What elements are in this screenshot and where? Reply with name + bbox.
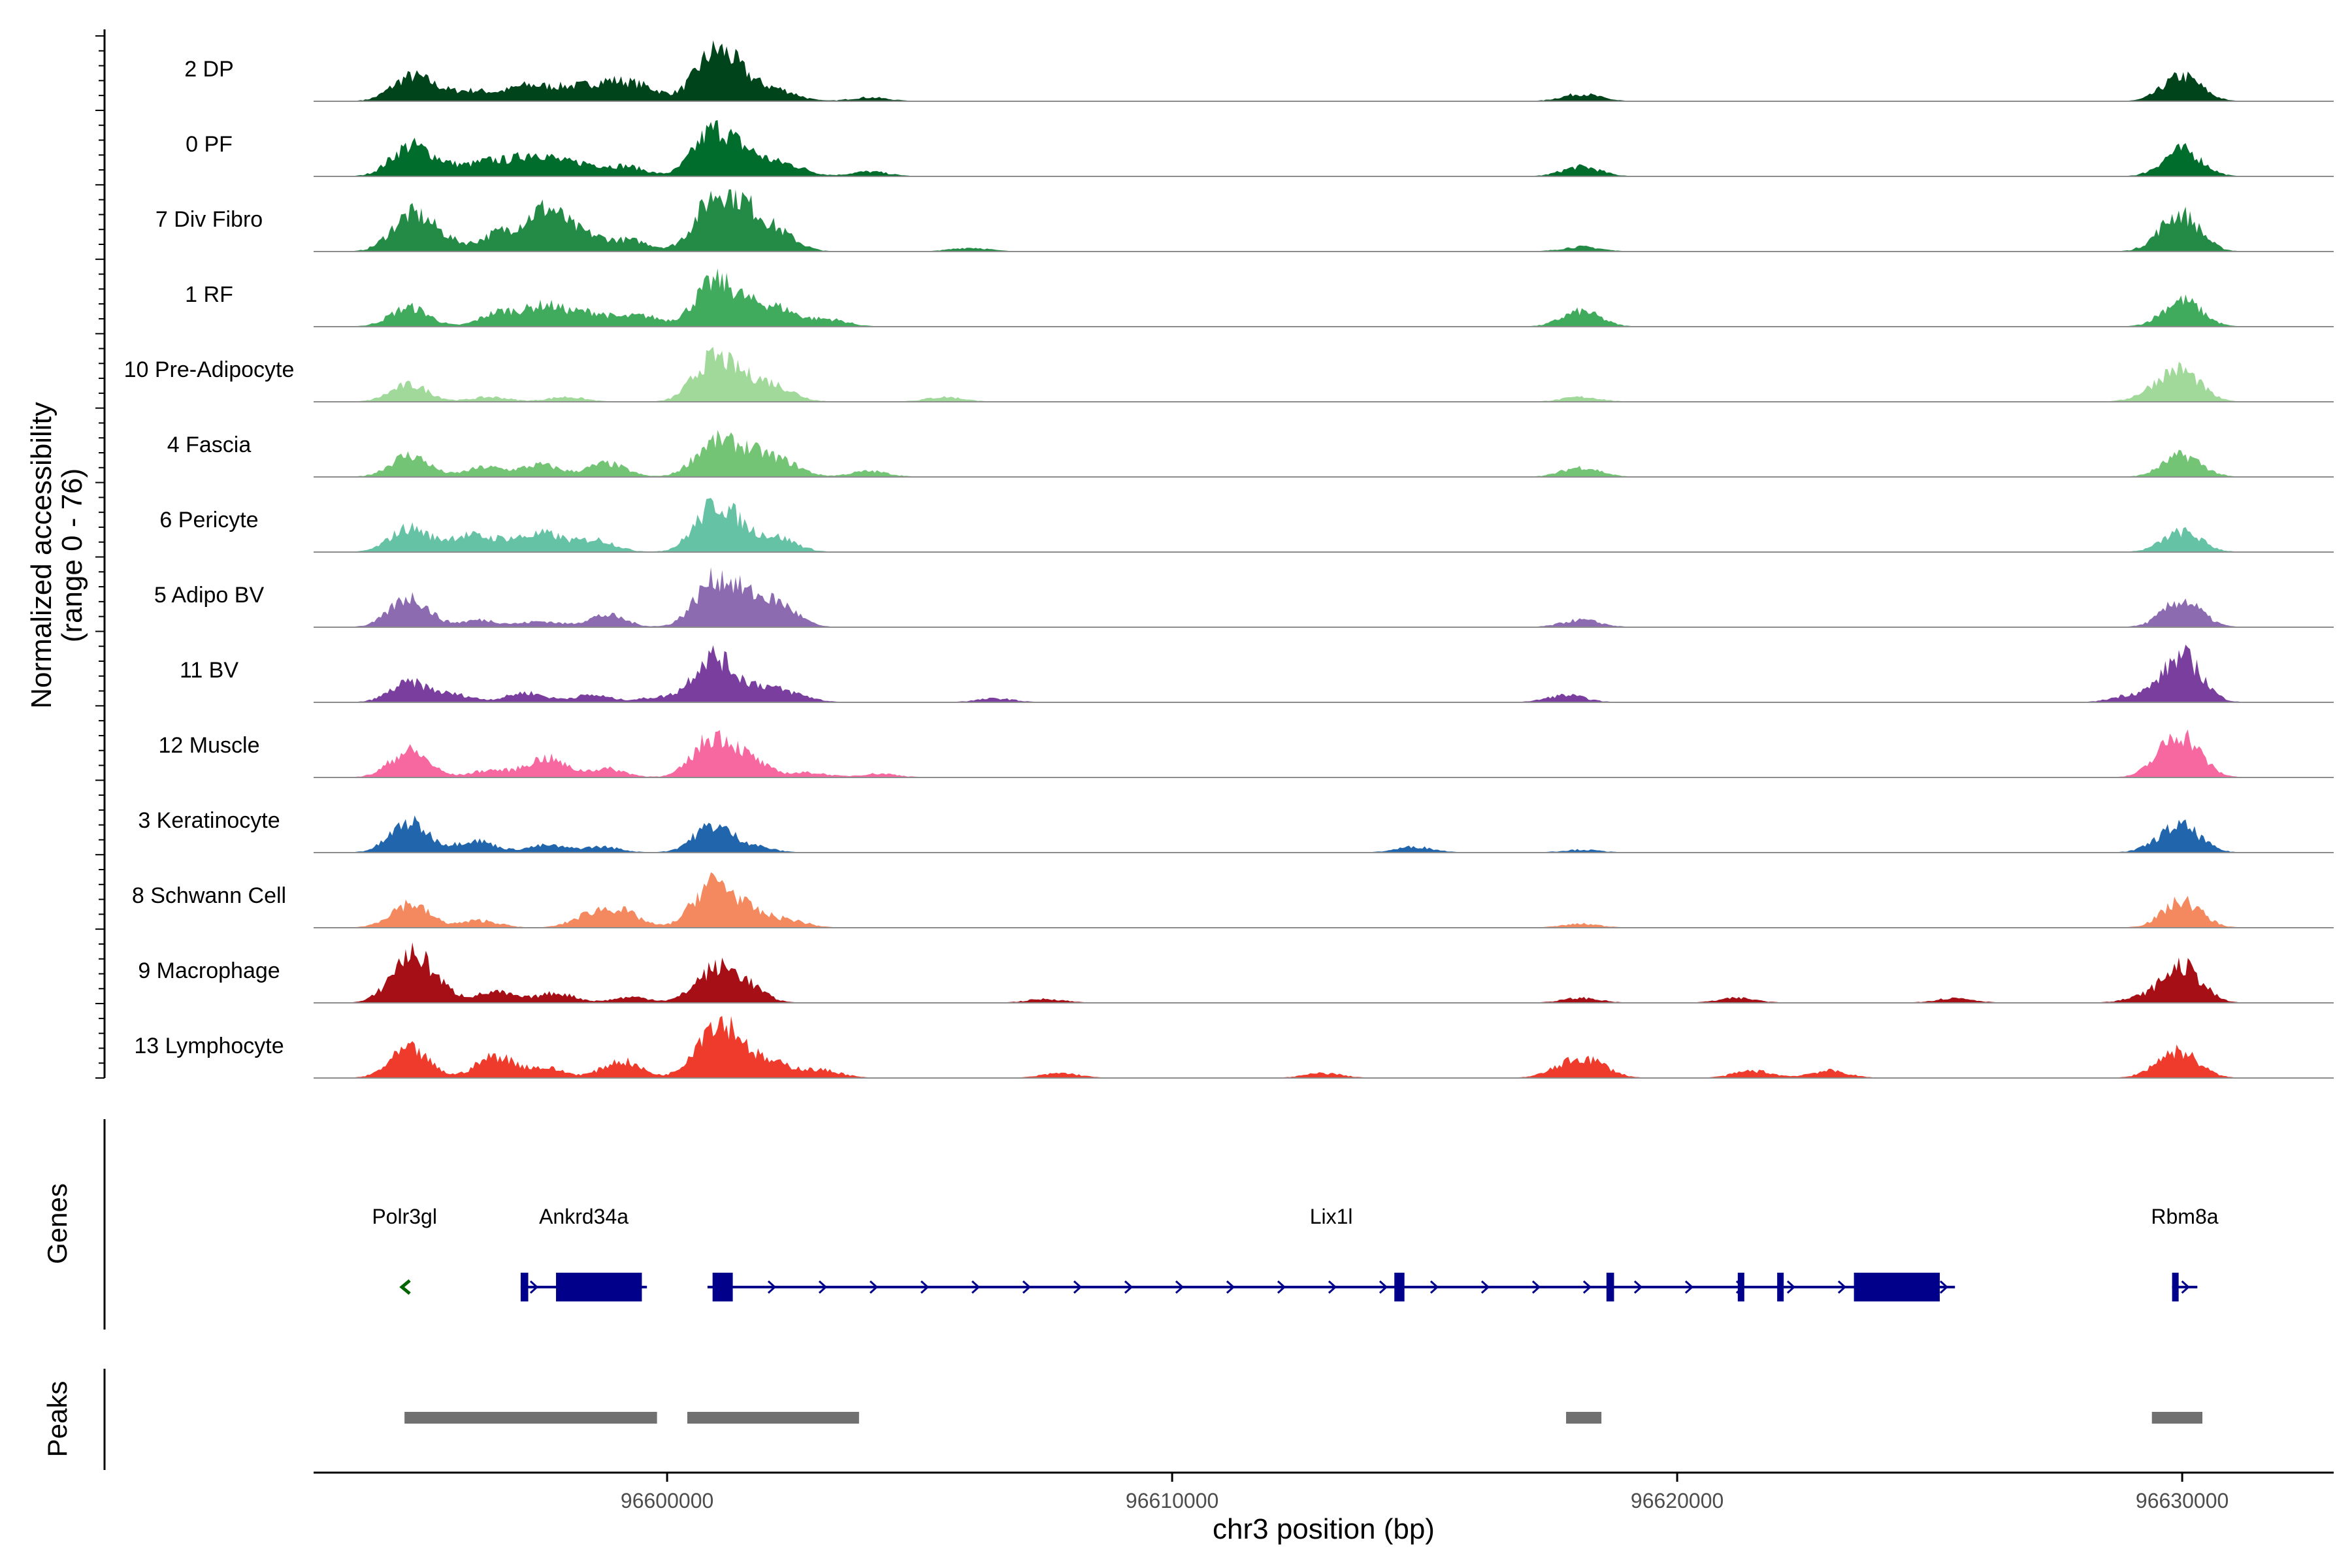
gene-label-0: Polr3gl [372,1205,437,1228]
gene-strand-chevron [1684,1280,1694,1294]
coverage-area-8 [314,644,2334,702]
gene-strand-chevron [1328,1280,1337,1294]
x-tick-label-0: 96600000 [621,1489,713,1512]
coverage-area-7 [314,567,2334,627]
track-label-6: 6 Pericyte [159,508,258,532]
coverage-area-2 [314,189,2334,252]
track-label-12: 9 Macrophage [138,958,280,983]
coverage-area-11 [314,872,2334,928]
gene-arrow-0 [399,1279,411,1295]
gene-exon-2-1 [1394,1273,1405,1301]
gene-exon-2-4 [1777,1273,1784,1301]
gene-strand-chevron [1226,1280,1235,1294]
gene-strand-chevron [1837,1280,1847,1294]
coverage-area-6 [314,498,2334,552]
gene-label-3: Rbm8a [2151,1205,2218,1228]
gene-strand-chevron [920,1280,930,1294]
gene-label-1: Ankrd34a [539,1205,629,1228]
gene-exon-3-0 [2172,1273,2179,1301]
gene-strand-chevron [1786,1280,1796,1294]
gene-strand-chevron [971,1280,981,1294]
x-tick-label-3: 96630000 [2136,1489,2229,1512]
track-label-13: 13 Lymphocyte [134,1034,284,1058]
gene-strand-chevron [1531,1280,1541,1294]
track-label-1: 0 PF [186,132,233,157]
coverage-area-4 [314,346,2334,402]
track-label-3: 1 RF [185,282,233,307]
track-label-0: 2 DP [184,57,234,82]
coverage-area-0 [314,40,2334,102]
gene-strand-chevron [1277,1280,1286,1294]
peaks-title: Peaks [42,1381,73,1458]
track-label-11: 8 Schwann Cell [132,883,286,908]
gene-strand-chevron [1124,1280,1134,1294]
track-label-8: 11 BV [180,658,238,683]
gene-strand-chevron [529,1280,539,1294]
gene-exon-2-5 [1854,1273,1940,1301]
peak-region-0 [404,1412,657,1424]
y-axis-range: (range 0 - 76) [56,468,88,643]
coverage-area-5 [314,430,2334,477]
coverage-tracks [314,40,2334,1079]
track-label-10: 3 Keratinocyte [138,808,280,833]
x-tick-label-1: 96610000 [1126,1489,1218,1512]
coverage-y-ticks [95,35,105,1079]
peak-region-3 [2151,1412,2203,1424]
track-label-2: 7 Div Fibro [155,207,263,232]
coverage-area-10 [314,815,2334,853]
track-label-9: 12 Muscle [159,733,260,758]
gene-strand-chevron [1022,1280,1032,1294]
coverage-area-1 [314,120,2334,176]
coverage-area-3 [314,268,2334,327]
gene-strand-chevron [1175,1280,1184,1294]
genes-title: Genes [42,1183,73,1264]
peak-track [404,1412,2203,1424]
gene-exon-2-2 [1606,1273,1614,1301]
gene-strand-chevron [1633,1280,1643,1294]
track-label-7: 5 Adipo BV [154,583,265,608]
peak-region-2 [1566,1412,1602,1424]
coverage-area-9 [314,729,2334,777]
gene-exon-1-0 [520,1273,529,1301]
gene-label-2: Lix1l [1310,1205,1353,1228]
x-axis-title: chr3 position (bp) [1213,1513,1435,1545]
track-label-4: 10 Pre-Adipocyte [124,357,295,382]
coverage-area-12 [314,942,2334,1003]
gene-exon-2-3 [1737,1273,1744,1301]
gene-track: Polr3gl Ankrd34a Lix1l Rbm8a [372,1205,2219,1301]
coverage-area-13 [314,1016,2334,1078]
track-label-5: 4 Fascia [167,433,252,457]
x-axis-ticks: 96600000 96610000 96620000 96630000 [621,1473,2229,1512]
gene-strand-chevron [1379,1280,1388,1294]
gene-strand-chevron [1073,1280,1083,1294]
gene-strand-chevron [818,1280,828,1294]
peak-region-1 [687,1412,859,1424]
x-tick-label-2: 96620000 [1631,1489,1723,1512]
gene-strand-chevron [869,1280,879,1294]
track-labels: 2 DP 0 PF 7 Div Fibro 1 RF 10 Pre-Adipocyte 4… [124,57,295,1058]
y-axis-title: Normalized accessibility [25,402,57,708]
gene-strand-chevron [767,1280,777,1294]
gene-exon-1-1 [556,1273,642,1301]
gene-strand-chevron [1939,1280,1949,1294]
gene-strand-chevron [1429,1280,1439,1294]
gene-strand-chevron [2181,1280,2190,1294]
gene-strand-chevron [1480,1280,1490,1294]
gene-exon-2-0 [712,1273,733,1301]
gene-strand-chevron [1582,1280,1592,1294]
